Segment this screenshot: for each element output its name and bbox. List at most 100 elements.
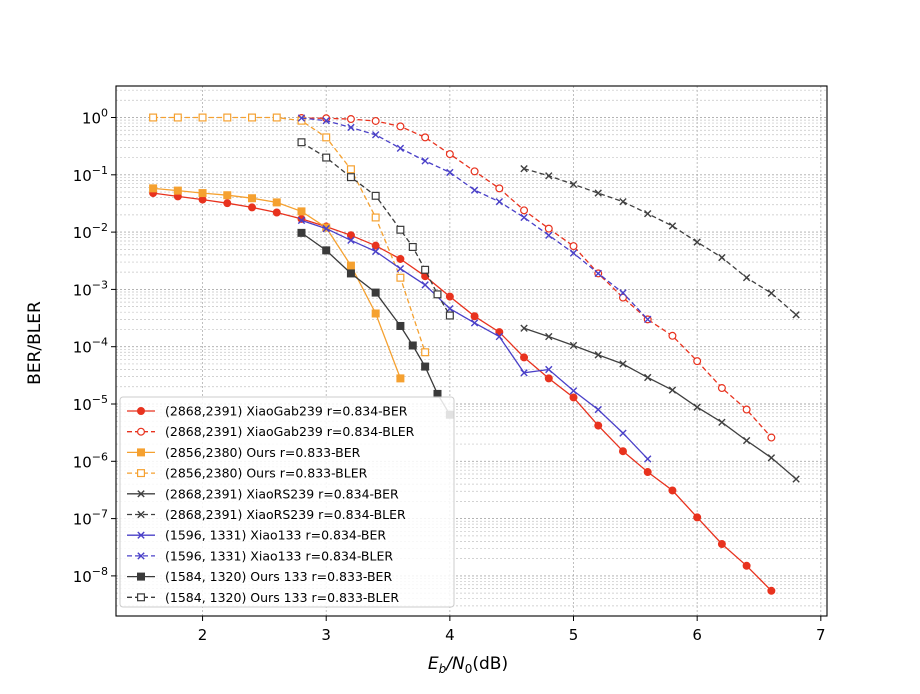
data-point — [717, 540, 726, 549]
marker-stroke — [644, 315, 652, 324]
y-axis-label: BER/BLER — [25, 301, 45, 385]
data-point — [433, 290, 442, 299]
data-point — [495, 332, 504, 341]
marker-stroke — [644, 455, 652, 463]
marker-stroke — [137, 490, 145, 498]
data-point — [297, 228, 306, 237]
data-point — [248, 203, 257, 212]
series-line — [301, 117, 649, 320]
marker-stroke — [569, 249, 578, 257]
data-point — [346, 165, 355, 174]
legend-label: (2868,2391) XiaoGab239 r=0.834-BER — [165, 404, 408, 419]
marker-stroke — [347, 123, 355, 132]
marker-stroke — [569, 341, 578, 350]
y-tick-label: 10−7 — [73, 508, 108, 529]
axis-ticks: 2 3 4 5 6 7 100 10−1 10−2 10−3 10−4 10−5 10−6 10−7 10−… — [73, 107, 826, 644]
y-tick-label: 100 — [82, 107, 108, 128]
data-point — [742, 405, 751, 414]
data-point — [347, 123, 355, 132]
marker-stroke — [619, 289, 627, 297]
data-point — [322, 116, 330, 125]
data-point — [644, 315, 652, 324]
data-point — [742, 561, 751, 570]
marker-stroke — [594, 351, 602, 359]
data-point — [371, 116, 380, 125]
y-tick-label: 10−8 — [73, 565, 108, 586]
legend-entry-6: (1596, 1331) Xiao133 r=0.834-BER — [127, 528, 386, 543]
marker-stroke — [594, 189, 602, 197]
data-point — [421, 348, 430, 357]
series-7 — [297, 114, 652, 324]
data-point — [520, 206, 529, 215]
data-point — [272, 198, 281, 207]
series-4 — [520, 324, 800, 483]
series-line — [153, 116, 426, 353]
data-point — [495, 328, 504, 337]
legend-entry-8: (1584, 1320) Ours 133 r=0.833-BER — [127, 569, 392, 584]
data-point — [396, 321, 405, 330]
legend-label: (2856,2380) Ours r=0.833-BER — [165, 445, 361, 460]
marker-stroke — [520, 164, 528, 173]
data-point — [520, 353, 529, 362]
plot-frame — [115, 85, 828, 617]
data-point — [618, 447, 627, 456]
data-point — [371, 131, 380, 139]
legend-marker — [137, 490, 145, 498]
marker-stroke — [767, 454, 776, 462]
legend-label: (2868,2391) XiaoRS239 r=0.834-BLER — [165, 507, 406, 522]
marker-stroke — [594, 405, 602, 414]
data-point — [347, 236, 355, 244]
data-point — [693, 403, 701, 411]
data-point — [742, 436, 751, 445]
marker-stroke — [742, 436, 751, 445]
data-point — [668, 386, 677, 394]
marker-stroke — [718, 253, 726, 262]
data-point — [594, 405, 602, 414]
series-3 — [149, 113, 430, 357]
x-tick-label: 2 — [198, 626, 208, 644]
data-point — [619, 197, 627, 206]
marker-stroke — [594, 269, 602, 278]
marker-stroke — [619, 197, 627, 206]
legend-entry-9: (1584, 1320) Ours 133 r=0.833-BLER — [127, 590, 399, 605]
series-5 — [520, 164, 800, 319]
data-point — [421, 157, 429, 165]
marker-stroke — [396, 264, 405, 273]
legend-label: (1596, 1331) Xiao133 r=0.834-BLER — [165, 548, 393, 563]
data-point — [594, 269, 602, 278]
marker-stroke — [520, 369, 528, 377]
data-point — [618, 293, 627, 302]
data-point — [297, 114, 306, 122]
data-point — [495, 197, 504, 206]
data-point — [346, 269, 355, 278]
data-point — [322, 153, 331, 162]
data-point — [470, 312, 479, 321]
legend-entry-3: (2856,2380) Ours r=0.833-BLER — [127, 466, 368, 481]
data-point — [668, 222, 677, 230]
data-point — [396, 273, 405, 282]
marker-stroke — [792, 475, 800, 483]
data-point — [619, 289, 627, 297]
marker-stroke — [619, 429, 627, 437]
data-point — [297, 207, 306, 216]
data-point — [544, 374, 553, 383]
data-point — [668, 331, 677, 340]
data-point — [644, 455, 652, 463]
data-point — [767, 454, 776, 462]
marker-stroke — [322, 116, 330, 125]
marker-stroke — [470, 186, 479, 194]
data-point — [446, 168, 454, 177]
data-point — [346, 173, 355, 182]
legend-label: (2856,2380) Ours r=0.833-BLER — [165, 466, 368, 481]
data-point — [520, 324, 528, 332]
data-point — [569, 249, 578, 257]
legend-label: (2868,2391) XiaoRS239 r=0.834-BER — [165, 486, 399, 501]
marker-stroke — [792, 311, 800, 319]
data-point — [396, 122, 405, 131]
marker-stroke — [297, 216, 306, 225]
legend-entry-4: (2868,2391) XiaoRS239 r=0.834-BER — [127, 486, 399, 501]
marker-stroke — [322, 224, 330, 233]
data-point — [371, 241, 380, 250]
x-tick-label: 4 — [445, 626, 455, 644]
data-point — [421, 265, 430, 274]
